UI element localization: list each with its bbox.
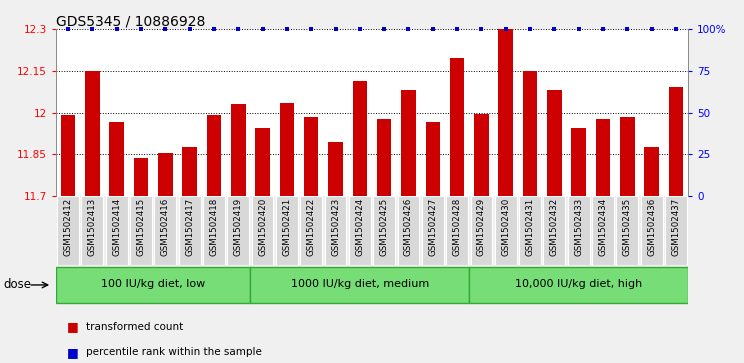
Text: ■: ■	[67, 320, 79, 333]
FancyBboxPatch shape	[276, 196, 298, 265]
Bar	[61, 115, 75, 196]
Bar	[353, 81, 367, 196]
FancyBboxPatch shape	[251, 267, 469, 303]
Text: GSM1502415: GSM1502415	[136, 198, 145, 256]
Text: GSM1502416: GSM1502416	[161, 198, 170, 256]
Text: GDS5345 / 10886928: GDS5345 / 10886928	[56, 15, 205, 29]
FancyBboxPatch shape	[592, 196, 614, 265]
Bar	[523, 72, 537, 196]
Text: GSM1502426: GSM1502426	[404, 198, 413, 256]
Bar	[596, 119, 610, 196]
Bar	[85, 72, 100, 196]
FancyBboxPatch shape	[349, 196, 371, 265]
FancyBboxPatch shape	[469, 267, 688, 303]
FancyBboxPatch shape	[154, 196, 176, 265]
FancyBboxPatch shape	[130, 196, 152, 265]
Bar	[231, 104, 246, 196]
Bar	[450, 58, 464, 196]
FancyBboxPatch shape	[57, 196, 79, 265]
Text: GSM1502433: GSM1502433	[574, 198, 583, 256]
Text: GSM1502413: GSM1502413	[88, 198, 97, 256]
FancyBboxPatch shape	[56, 267, 251, 303]
Text: GSM1502417: GSM1502417	[185, 198, 194, 256]
FancyBboxPatch shape	[203, 196, 225, 265]
Text: GSM1502418: GSM1502418	[209, 198, 219, 256]
FancyBboxPatch shape	[251, 196, 274, 265]
Text: dose: dose	[4, 278, 32, 291]
Text: 100 IU/kg diet, low: 100 IU/kg diet, low	[101, 279, 205, 289]
FancyBboxPatch shape	[470, 196, 493, 265]
Text: transformed count: transformed count	[86, 322, 183, 332]
Text: GSM1502430: GSM1502430	[501, 198, 510, 256]
Bar	[377, 119, 391, 196]
Text: GSM1502437: GSM1502437	[672, 198, 681, 256]
Text: 10,000 IU/kg diet, high: 10,000 IU/kg diet, high	[515, 279, 642, 289]
FancyBboxPatch shape	[179, 196, 201, 265]
Bar	[134, 159, 148, 196]
Bar	[644, 147, 659, 196]
Text: GSM1502432: GSM1502432	[550, 198, 559, 256]
FancyBboxPatch shape	[543, 196, 565, 265]
Text: GSM1502423: GSM1502423	[331, 198, 340, 256]
Text: GSM1502422: GSM1502422	[307, 198, 315, 256]
Text: GSM1502435: GSM1502435	[623, 198, 632, 256]
Text: GSM1502436: GSM1502436	[647, 198, 656, 256]
Bar	[328, 142, 343, 196]
Bar	[182, 147, 197, 196]
FancyBboxPatch shape	[422, 196, 443, 265]
Text: GSM1502427: GSM1502427	[429, 198, 437, 256]
Bar	[620, 117, 635, 196]
Text: GSM1502414: GSM1502414	[112, 198, 121, 256]
Text: GSM1502419: GSM1502419	[234, 198, 243, 256]
Text: ■: ■	[67, 346, 79, 359]
FancyBboxPatch shape	[227, 196, 249, 265]
FancyBboxPatch shape	[568, 196, 590, 265]
Bar	[280, 103, 294, 196]
Text: GSM1502420: GSM1502420	[258, 198, 267, 256]
Bar	[207, 115, 221, 196]
Text: GSM1502434: GSM1502434	[599, 198, 608, 256]
FancyBboxPatch shape	[106, 196, 127, 265]
FancyBboxPatch shape	[641, 196, 663, 265]
FancyBboxPatch shape	[617, 196, 638, 265]
Text: 1000 IU/kg diet, medium: 1000 IU/kg diet, medium	[291, 279, 429, 289]
FancyBboxPatch shape	[397, 196, 420, 265]
Bar	[401, 90, 416, 196]
Text: GSM1502425: GSM1502425	[379, 198, 388, 256]
Bar	[474, 114, 489, 196]
FancyBboxPatch shape	[324, 196, 347, 265]
Text: percentile rank within the sample: percentile rank within the sample	[86, 347, 261, 357]
FancyBboxPatch shape	[81, 196, 103, 265]
Text: GSM1502424: GSM1502424	[356, 198, 365, 256]
Text: GSM1502428: GSM1502428	[452, 198, 461, 256]
Bar	[255, 128, 270, 196]
Bar	[669, 87, 683, 196]
Text: GSM1502431: GSM1502431	[525, 198, 535, 256]
Bar	[571, 128, 586, 196]
Bar	[109, 122, 124, 196]
FancyBboxPatch shape	[301, 196, 322, 265]
FancyBboxPatch shape	[519, 196, 541, 265]
Text: GSM1502421: GSM1502421	[283, 198, 292, 256]
Text: GSM1502429: GSM1502429	[477, 198, 486, 256]
FancyBboxPatch shape	[665, 196, 687, 265]
FancyBboxPatch shape	[495, 196, 517, 265]
FancyBboxPatch shape	[446, 196, 468, 265]
Bar	[304, 117, 318, 196]
Bar	[426, 122, 440, 196]
FancyBboxPatch shape	[373, 196, 395, 265]
Bar	[158, 153, 173, 196]
Bar	[498, 29, 513, 196]
Text: GSM1502412: GSM1502412	[63, 198, 72, 256]
Bar	[547, 90, 562, 196]
